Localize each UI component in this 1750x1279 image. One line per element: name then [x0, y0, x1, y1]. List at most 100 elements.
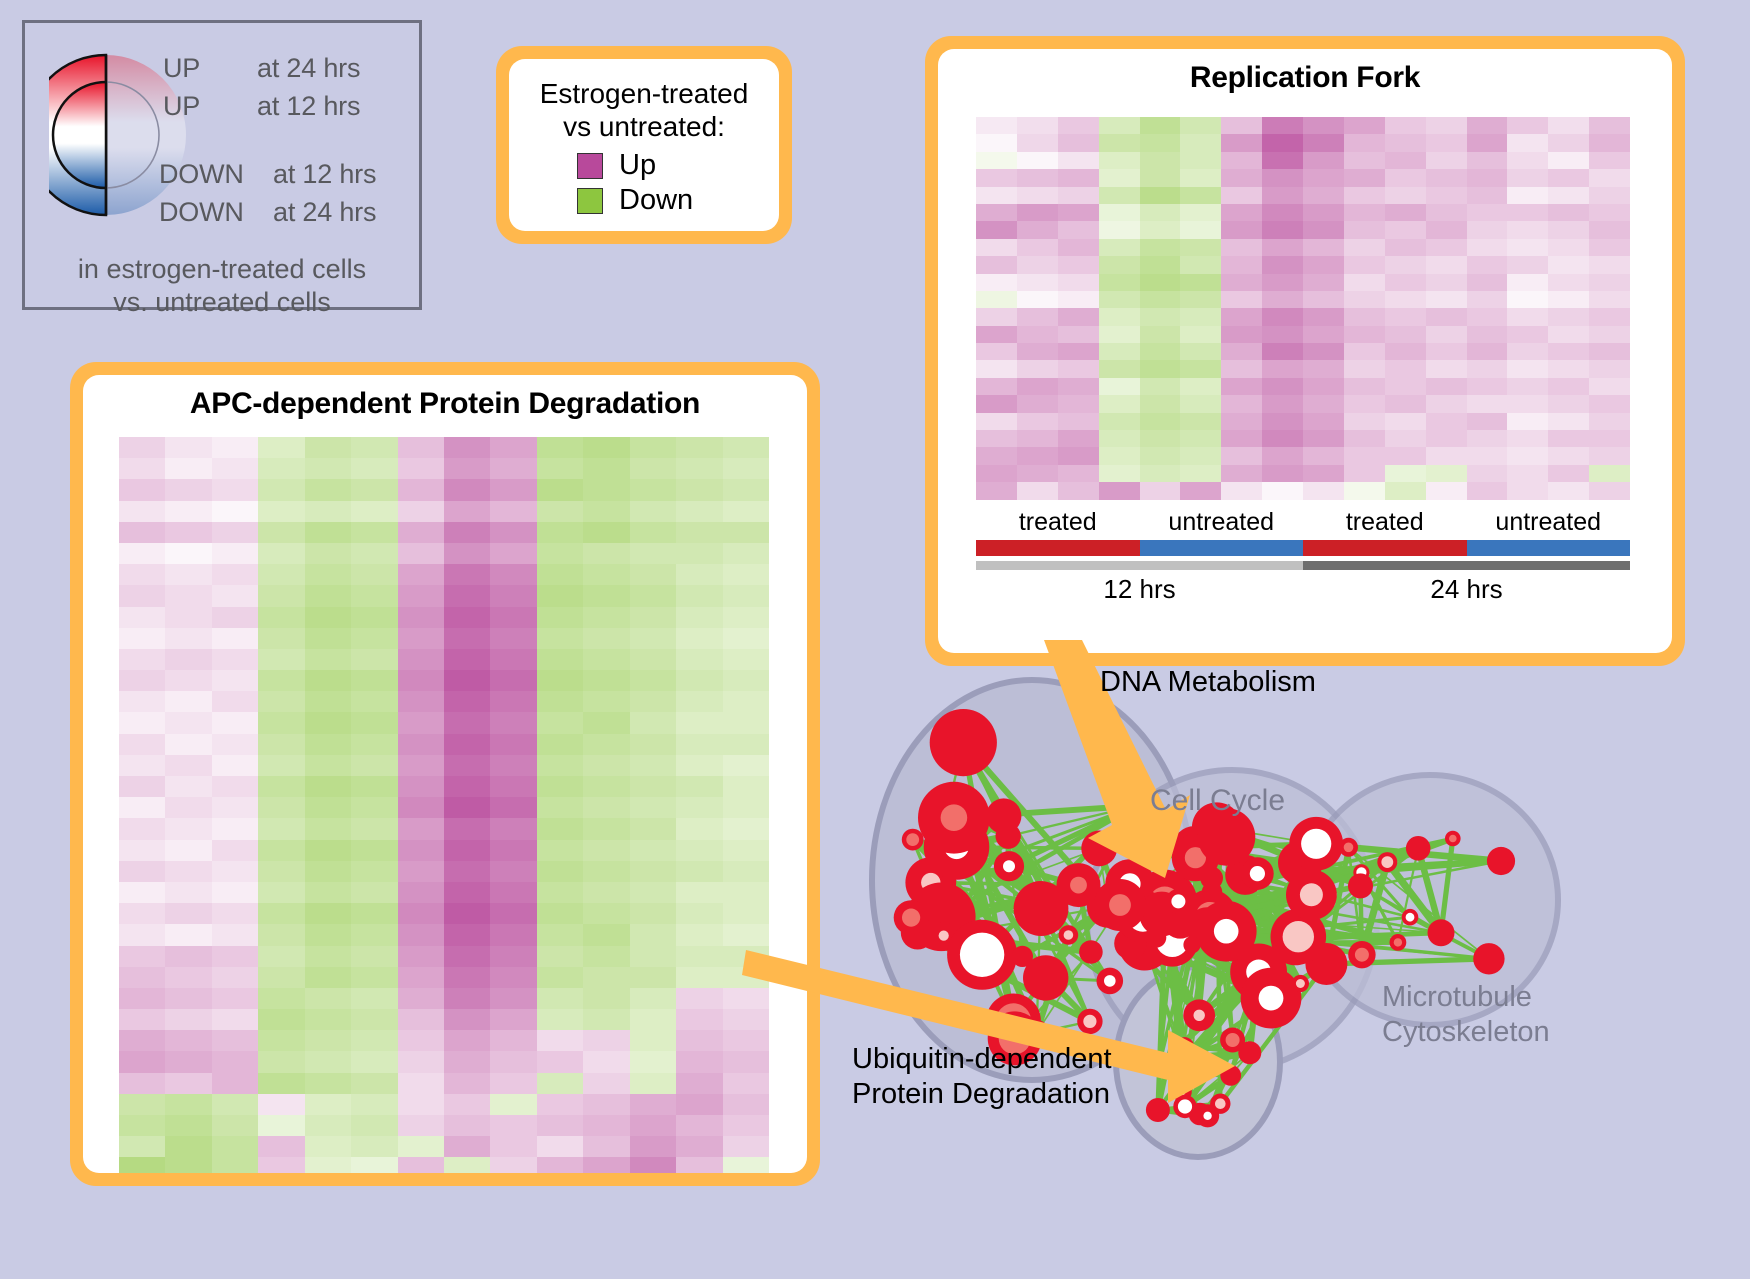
- heatmap-cell: [629, 818, 677, 840]
- network-node[interactable]: [1175, 1037, 1194, 1056]
- network-node[interactable]: [1473, 943, 1505, 975]
- network-node[interactable]: [1196, 1104, 1220, 1128]
- network-node[interactable]: [901, 828, 924, 851]
- heatmap-cell: [1221, 273, 1263, 291]
- heatmap-cell: [1343, 256, 1385, 274]
- network-node[interactable]: [1094, 879, 1146, 931]
- network-node[interactable]: [1149, 1056, 1168, 1075]
- heatmap-cell: [490, 521, 537, 543]
- network-node[interactable]: [1401, 908, 1419, 926]
- network-node[interactable]: [1197, 808, 1256, 866]
- network-node[interactable]: [893, 900, 929, 935]
- network-node[interactable]: [1405, 836, 1431, 861]
- heatmap-cell: [1384, 325, 1426, 344]
- network-node[interactable]: [1022, 955, 1069, 1001]
- heatmap-cell: [1221, 430, 1263, 448]
- heatmap-cell: [629, 500, 677, 522]
- heatmap-cell: [211, 479, 259, 501]
- network-node[interactable]: [1238, 1041, 1262, 1065]
- network-node[interactable]: [947, 919, 1018, 990]
- network-node[interactable]: [929, 709, 997, 777]
- network-node[interactable]: [1445, 830, 1461, 847]
- network-node[interactable]: [1018, 881, 1063, 926]
- network-node[interactable]: [1289, 816, 1344, 871]
- heatmap-cell: [443, 670, 491, 692]
- network-node[interactable]: [993, 851, 1025, 882]
- heatmap-cell: [1548, 412, 1590, 431]
- network-node[interactable]: [1183, 936, 1201, 954]
- network-node[interactable]: [1240, 967, 1302, 1029]
- heatmap-cell: [304, 606, 352, 628]
- heatmap-cell: [1507, 134, 1549, 152]
- heatmap-cell: [583, 903, 630, 925]
- heatmap-cell: [211, 606, 259, 628]
- network-node[interactable]: [1173, 1094, 1197, 1119]
- network-node[interactable]: [1486, 846, 1516, 876]
- heatmap-cell: [165, 924, 212, 946]
- heatmap-cell: [165, 1072, 212, 1094]
- network-node[interactable]: [1291, 974, 1309, 993]
- network-node[interactable]: [1427, 919, 1455, 947]
- heatmap-cell: [211, 1157, 259, 1173]
- heatmap-cell: [443, 818, 491, 840]
- heatmap-cell: [1221, 395, 1263, 413]
- network-node[interactable]: [1165, 888, 1191, 915]
- heatmap-cell: [583, 627, 630, 649]
- network-node[interactable]: [1081, 830, 1118, 867]
- network-node[interactable]: [1377, 852, 1398, 873]
- network-node[interactable]: [1220, 1065, 1242, 1086]
- heatmap-cell: [1016, 221, 1058, 239]
- network-node[interactable]: [1183, 999, 1216, 1032]
- heatmap-cell: [1139, 447, 1181, 465]
- network-node[interactable]: [1200, 866, 1223, 890]
- heatmap-cell: [165, 670, 212, 692]
- heatmap-cell: [1507, 412, 1549, 431]
- heatmap-cell: [1466, 117, 1508, 135]
- heatmap-cell: [397, 754, 444, 776]
- network-node[interactable]: [1348, 873, 1373, 899]
- network-node[interactable]: [1096, 967, 1124, 995]
- network-node[interactable]: [1145, 1098, 1170, 1122]
- network-node[interactable]: [918, 781, 990, 854]
- network-node[interactable]: [1241, 857, 1274, 890]
- network-node[interactable]: [1077, 1008, 1103, 1035]
- heatmap-cell: [976, 430, 1017, 448]
- heatmap-cell: [443, 521, 491, 543]
- network-node[interactable]: [1146, 927, 1167, 948]
- network-node[interactable]: [986, 798, 1022, 834]
- heatmap-cell: [1343, 186, 1385, 204]
- heatmap-cell: [119, 1115, 166, 1137]
- heatmap-cell: [1589, 377, 1630, 396]
- heatmap-cell: [1016, 412, 1058, 431]
- heatmap-cell: [1057, 117, 1099, 135]
- heatmap-cell: [1180, 256, 1222, 274]
- network-node[interactable]: [1339, 837, 1358, 857]
- column-label: treated: [1345, 507, 1424, 536]
- heatmap-cell: [258, 881, 305, 904]
- heatmap-cell: [351, 1157, 398, 1173]
- heatmap-cell: [1425, 221, 1467, 239]
- network-node[interactable]: [1195, 900, 1257, 962]
- heatmap-cell: [1262, 482, 1303, 500]
- heatmap-cell: [1507, 273, 1549, 291]
- heatmap-cell: [536, 585, 584, 607]
- network-node[interactable]: [1270, 908, 1327, 965]
- heatmap-cell: [490, 1030, 537, 1052]
- treatment-bar: [1466, 539, 1630, 556]
- heatmap-cell: [119, 733, 166, 755]
- heatmap-cell: [629, 670, 677, 692]
- heatmap-cell: [1016, 290, 1058, 309]
- network-node[interactable]: [1058, 925, 1079, 945]
- heatmap-cell: [165, 754, 212, 776]
- network-node[interactable]: [1079, 940, 1103, 964]
- heatmap-cell: [490, 860, 537, 882]
- heatmap-cell: [490, 966, 537, 988]
- network-node[interactable]: [1056, 863, 1101, 908]
- network-node[interactable]: [1348, 941, 1376, 969]
- heatmap-cell: [165, 564, 212, 586]
- network-node[interactable]: [1389, 934, 1407, 951]
- heatmap-cell: [536, 733, 584, 755]
- heatmap-cell: [351, 881, 398, 904]
- heatmap-cell: [1016, 482, 1058, 500]
- network-node[interactable]: [1171, 1054, 1190, 1073]
